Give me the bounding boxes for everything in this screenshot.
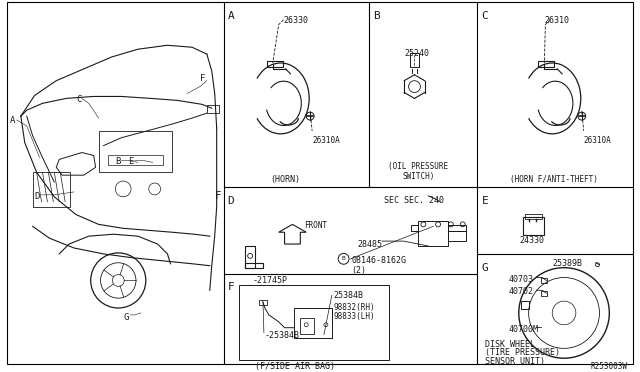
Text: 26310: 26310 xyxy=(545,16,570,25)
Text: 40700M: 40700M xyxy=(509,325,539,334)
Bar xyxy=(448,231,466,241)
Text: C: C xyxy=(481,11,488,21)
Bar xyxy=(239,285,389,360)
Text: SENSOR UNIT): SENSOR UNIT) xyxy=(485,357,545,366)
Text: DISK WHEEL: DISK WHEEL xyxy=(485,340,535,349)
Bar xyxy=(33,172,70,207)
Bar xyxy=(245,263,263,268)
Bar xyxy=(300,318,314,334)
Text: 26310A: 26310A xyxy=(312,136,340,145)
Text: F: F xyxy=(214,191,221,201)
Text: (OIL PRESSURE: (OIL PRESSURE xyxy=(388,162,449,171)
Text: 98833(LH): 98833(LH) xyxy=(334,312,376,321)
Text: F: F xyxy=(227,282,234,292)
Text: A: A xyxy=(227,11,234,21)
Text: 98832(RH): 98832(RH) xyxy=(334,303,376,312)
Text: (F/SIDE AIR BAG): (F/SIDE AIR BAG) xyxy=(255,362,335,371)
Text: SWITCH): SWITCH) xyxy=(402,172,435,181)
Bar xyxy=(294,308,332,337)
Bar xyxy=(419,221,448,246)
Text: 25389B: 25389B xyxy=(552,259,582,268)
Text: E: E xyxy=(128,157,134,166)
Text: 25384B: 25384B xyxy=(334,291,364,300)
Text: 28485: 28485 xyxy=(357,240,382,249)
Text: (HORN F/ANTI-THEFT): (HORN F/ANTI-THEFT) xyxy=(510,175,598,184)
Text: (HORN): (HORN) xyxy=(271,175,301,184)
Text: G: G xyxy=(123,313,129,322)
Bar xyxy=(108,155,163,165)
Text: 40702: 40702 xyxy=(509,287,534,296)
Bar xyxy=(99,131,172,172)
Text: (TIRE PRESSURE): (TIRE PRESSURE) xyxy=(485,348,561,357)
Text: 24330: 24330 xyxy=(520,236,545,245)
Text: B: B xyxy=(115,157,121,166)
Text: B: B xyxy=(342,256,346,261)
Bar xyxy=(259,300,267,305)
Bar xyxy=(245,246,255,268)
Bar xyxy=(541,279,547,283)
Text: C: C xyxy=(76,96,81,105)
Text: -21745P: -21745P xyxy=(252,276,287,285)
Bar xyxy=(541,291,547,296)
Text: -25384B: -25384B xyxy=(265,331,300,340)
Text: 40703: 40703 xyxy=(509,275,534,283)
Text: SEC SEC. 240: SEC SEC. 240 xyxy=(384,196,444,205)
Text: 25240: 25240 xyxy=(404,49,429,58)
Text: 26310A: 26310A xyxy=(584,136,611,145)
Text: G: G xyxy=(481,263,488,273)
Bar xyxy=(207,105,219,113)
Bar xyxy=(410,225,419,231)
Bar xyxy=(525,214,543,219)
Text: FRONT: FRONT xyxy=(304,221,328,230)
Text: (2): (2) xyxy=(351,266,367,275)
Text: R253003W: R253003W xyxy=(590,362,627,371)
Text: 08146-8162G: 08146-8162G xyxy=(351,256,406,265)
Bar xyxy=(521,301,529,309)
Text: F: F xyxy=(200,74,205,83)
Bar xyxy=(410,53,419,67)
Text: D: D xyxy=(35,192,40,201)
Bar xyxy=(448,225,466,231)
Text: D: D xyxy=(227,196,234,206)
Text: 26330: 26330 xyxy=(284,16,308,25)
Text: A: A xyxy=(10,116,15,125)
Bar xyxy=(523,218,545,235)
Text: E: E xyxy=(481,196,488,206)
Text: B: B xyxy=(373,11,380,21)
